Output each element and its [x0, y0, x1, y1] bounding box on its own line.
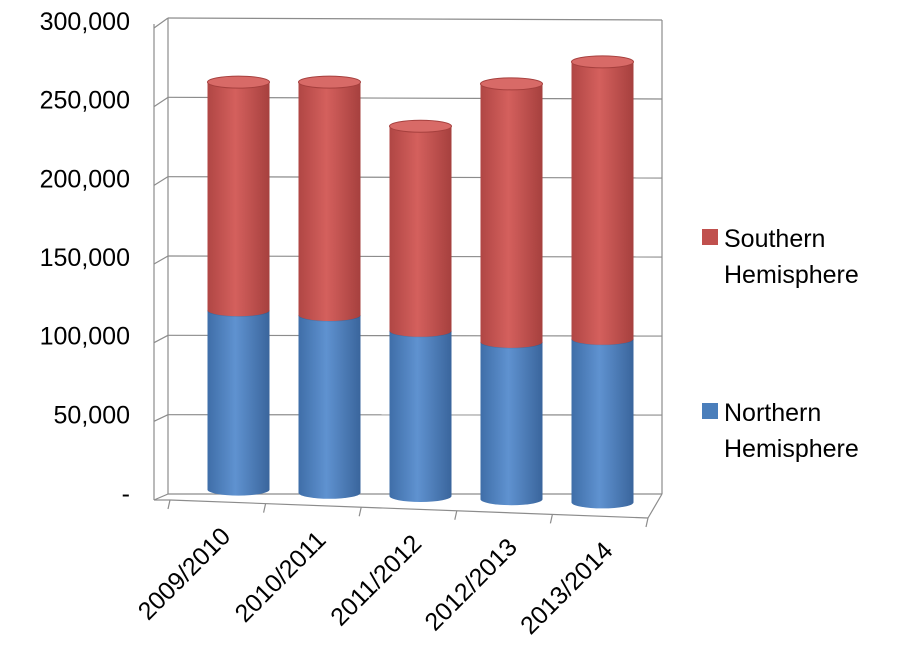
- y-tick-label: -: [122, 480, 130, 508]
- bar-southern-2011-2012: [389, 119, 452, 337]
- bar-northern-2012-2013: [480, 341, 543, 506]
- legend-label: Hemisphere: [724, 435, 859, 463]
- y-tick-label: 100,000: [40, 323, 130, 351]
- grid-line: [167, 17, 663, 21]
- y-axis-tick-labels: - 50,000 100,000 150,000 200,000 250,000 300,0…: [40, 8, 130, 508]
- x-axis-tick: [358, 507, 362, 517]
- side-wall-line: [153, 414, 169, 422]
- bar-body: [298, 315, 361, 499]
- bar-top-cap: [389, 119, 452, 133]
- floor-front-edge: [169, 499, 649, 519]
- x-tick-label: 2012/2013: [419, 533, 522, 636]
- bar-southern-2009-2010: [207, 75, 270, 317]
- side-wall-line: [153, 493, 169, 501]
- y-tick-label: 150,000: [40, 244, 130, 272]
- bar-southern-2012-2013: [480, 77, 543, 348]
- legend-swatch: [702, 229, 718, 245]
- side-wall-line: [153, 96, 169, 108]
- x-tick-label: 2013/2014: [515, 537, 618, 640]
- bar-top-cap: [207, 75, 270, 89]
- side-wall-line: [153, 176, 169, 186]
- legend: Southern Hemisphere Northern Hemisphere: [702, 225, 859, 463]
- bar-top-cap: [298, 75, 361, 89]
- x-axis-tick: [549, 514, 553, 524]
- legend-label: Northern: [724, 399, 821, 427]
- side-wall-line: [153, 255, 169, 265]
- bar-body: [571, 338, 634, 509]
- bar-body: [389, 126, 452, 337]
- bar-body: [480, 341, 543, 506]
- legend-entry: Northern Hemisphere: [702, 399, 859, 463]
- bar-body: [207, 82, 270, 317]
- x-tick-label: 2010/2011: [230, 526, 332, 628]
- x-axis-tick: [263, 503, 267, 513]
- y-tick-label: 200,000: [40, 165, 130, 193]
- x-axis-tick: [167, 499, 171, 510]
- x-tick-label: 2011/2012: [325, 529, 427, 631]
- bar-top-cap: [480, 77, 543, 91]
- floor-right-edge: [647, 493, 663, 519]
- bar-northern-2009-2010: [207, 310, 270, 496]
- bar-body: [298, 82, 361, 322]
- bar-body: [389, 330, 452, 503]
- legend-swatch: [702, 403, 718, 419]
- side-wall-line: [153, 17, 169, 29]
- x-axis-tick-labels: 2009/20102010/20112011/20122012/20132013…: [133, 522, 619, 640]
- legend-entry: Southern Hemisphere: [702, 225, 859, 289]
- y-tick-label: 250,000: [40, 87, 130, 115]
- x-tick-label: 2009/2010: [133, 522, 236, 625]
- bar-body: [207, 310, 270, 496]
- bar-northern-2010-2011: [298, 314, 361, 499]
- x-axis-tick: [454, 510, 458, 520]
- bar-body: [571, 61, 634, 345]
- bar-southern-2010-2011: [298, 75, 361, 322]
- legend-label: Southern: [724, 225, 825, 253]
- bar-body: [480, 83, 543, 348]
- bar-northern-2011-2012: [389, 330, 452, 503]
- y-tick-label: 300,000: [40, 8, 130, 36]
- x-axis-tick: [645, 517, 649, 528]
- bar-top-cap: [571, 55, 634, 69]
- bar-southern-2013-2014: [571, 55, 634, 345]
- legend-label: Hemisphere: [724, 261, 859, 289]
- y-tick-label: 50,000: [54, 401, 130, 429]
- bars: [207, 55, 634, 509]
- bar-northern-2013-2014: [571, 338, 634, 509]
- side-wall-line: [153, 334, 169, 344]
